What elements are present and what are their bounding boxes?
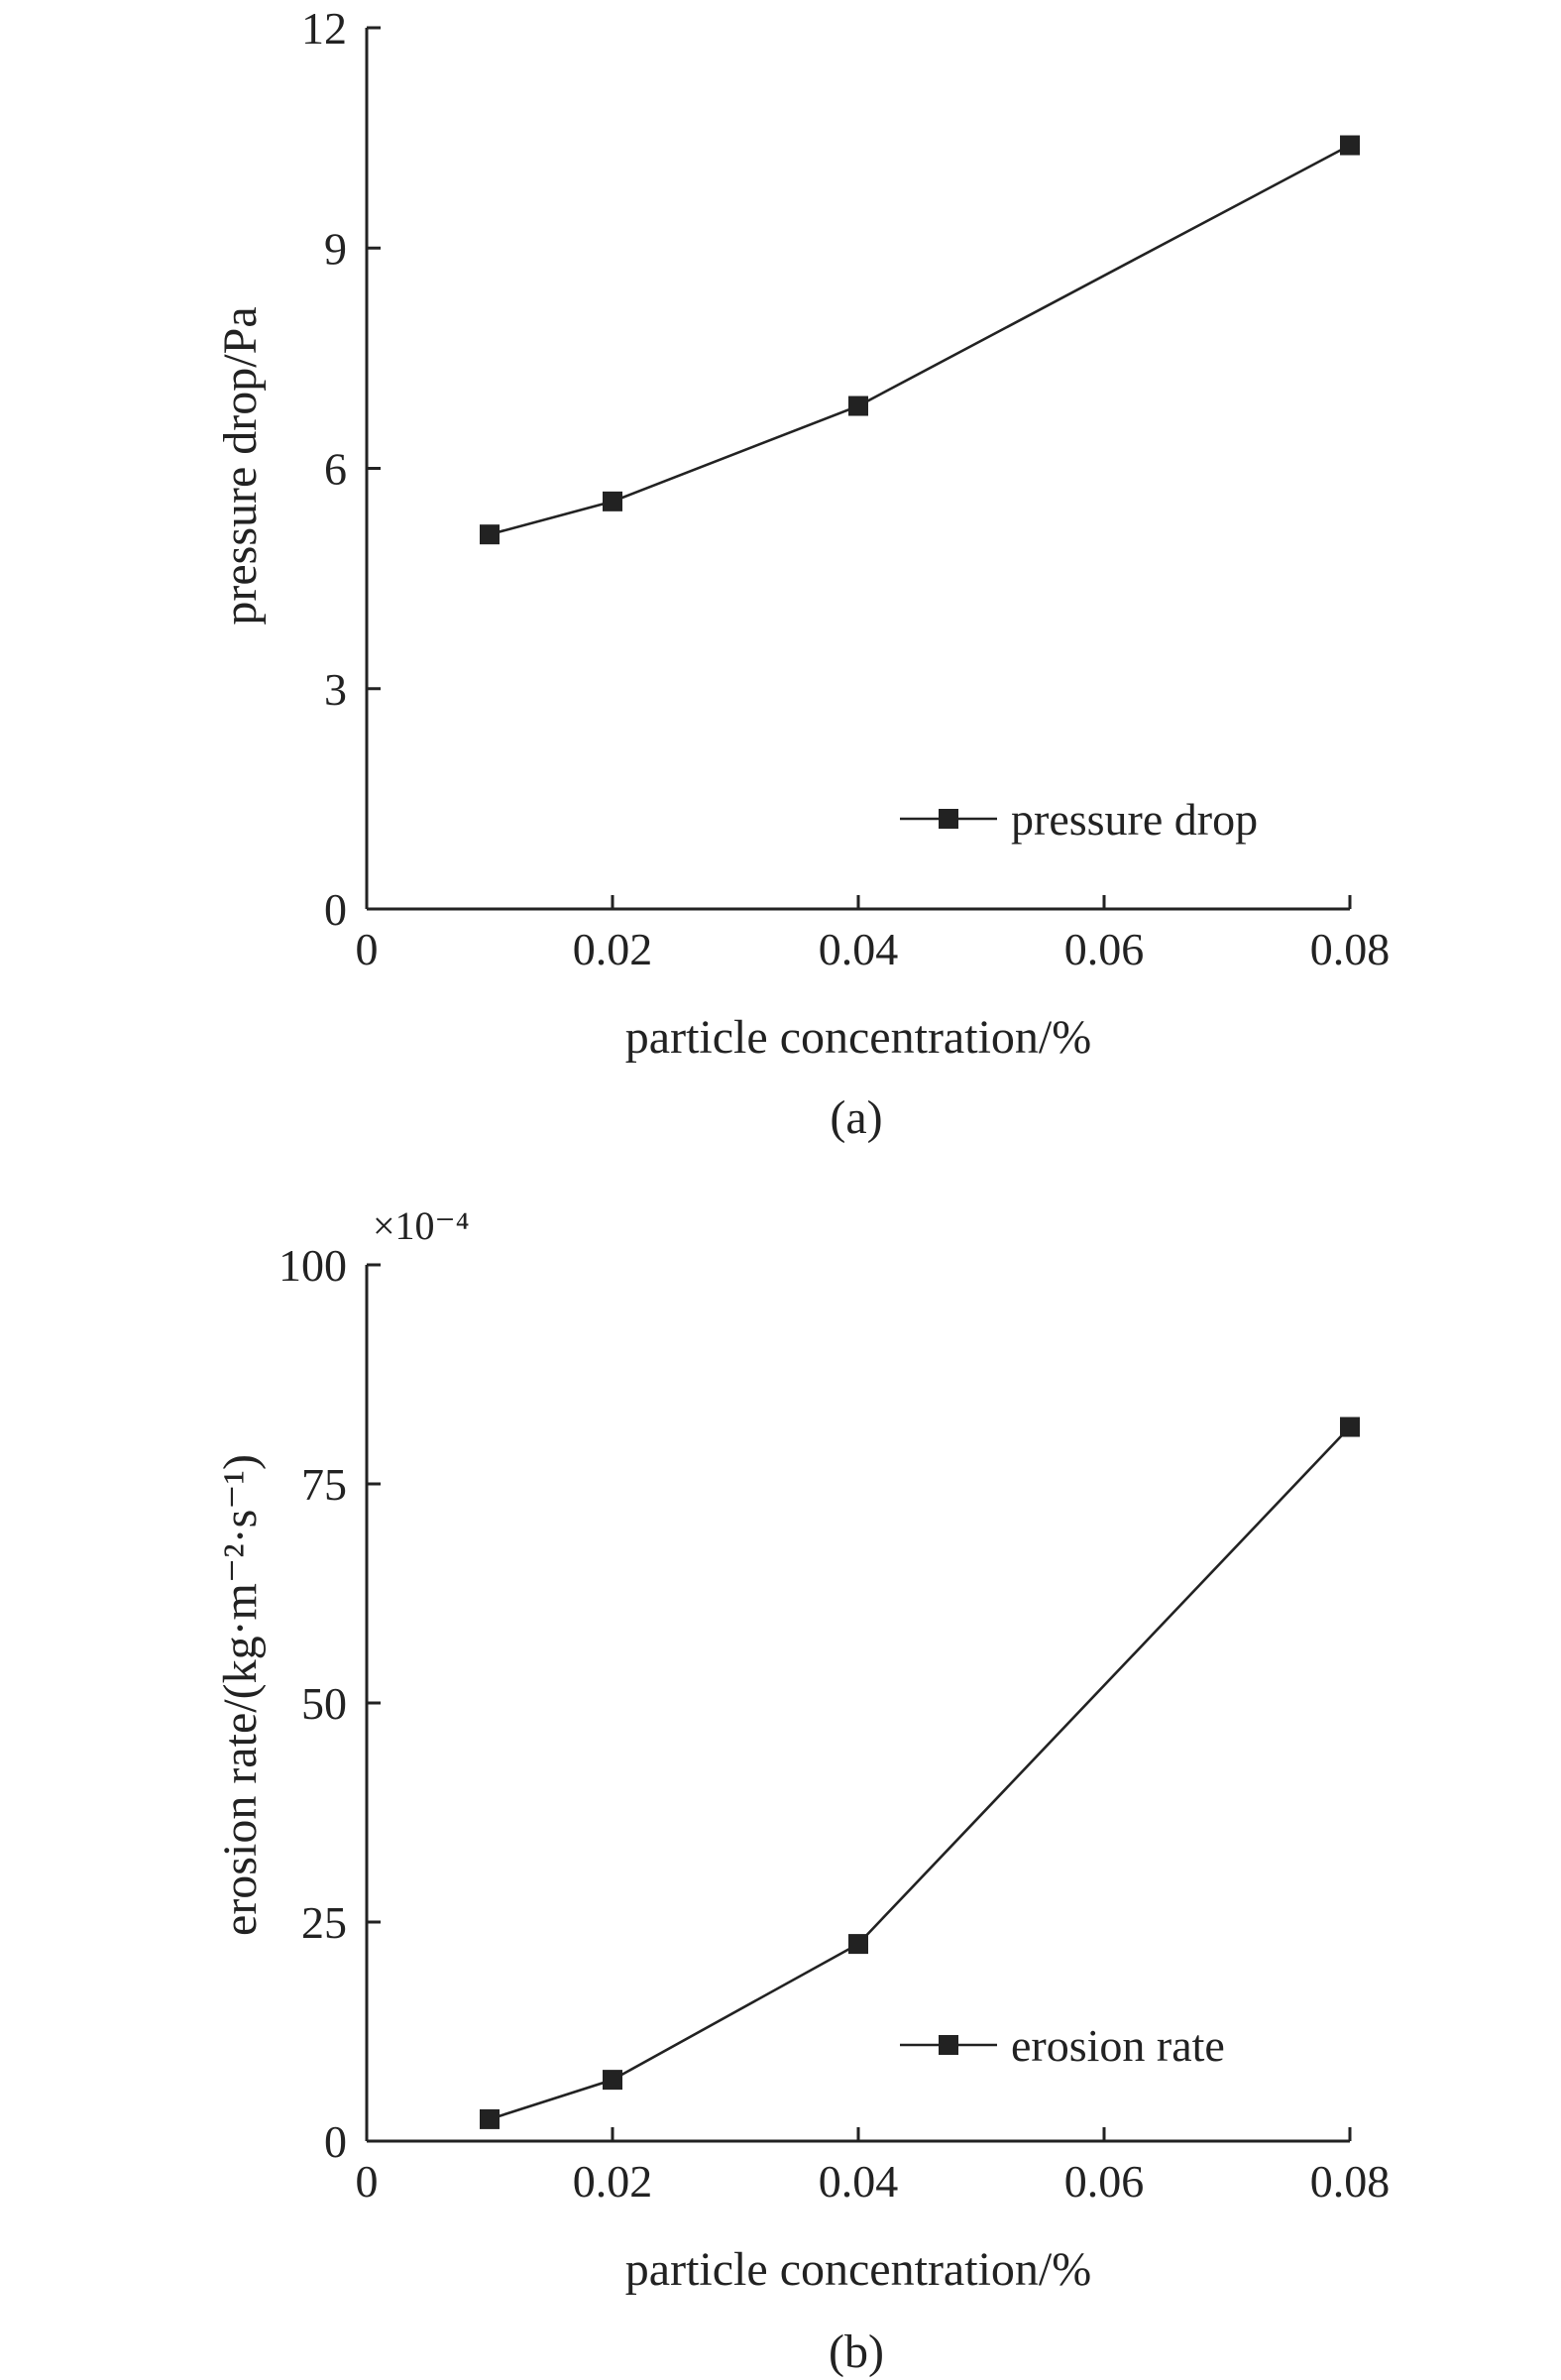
x-tick-label: 0.04 (819, 924, 899, 974)
y-tick-label: 0 (324, 2116, 347, 2167)
x-tick-label: 0 (356, 924, 379, 974)
data-point (1340, 1417, 1360, 1437)
legend-label: erosion rate (1011, 2020, 1225, 2071)
y-tick-label: 0 (324, 884, 347, 935)
panel-label-b: (b) (829, 2325, 884, 2378)
legend-marker (939, 2035, 958, 2055)
data-point (848, 1934, 868, 1955)
x-tick-label: 0.02 (573, 924, 653, 974)
y-tick-label: 3 (324, 664, 347, 715)
tick-marks (365, 1263, 1352, 2143)
data-point (848, 396, 868, 416)
x-tick-label: 0.08 (1310, 2156, 1391, 2207)
y-tick-label: 6 (324, 444, 347, 495)
x-tick-labels: 0 0.02 0.04 0.06 0.08 (356, 2156, 1391, 2207)
y-tick-labels: 0 3 6 9 12 (301, 3, 347, 935)
tick-marks (365, 26, 1352, 911)
x-tick-label: 0.06 (1064, 2156, 1145, 2207)
x-tick-label: 0 (356, 2156, 379, 2207)
series-layer (480, 1417, 1360, 2129)
panel-label-a: (a) (830, 1091, 882, 1144)
data-point (480, 524, 500, 545)
series-line (489, 144, 1351, 536)
y-axis-multiplier: ×10⁻⁴ (373, 1203, 470, 1248)
legend: erosion rate (900, 2020, 1225, 2071)
x-tick-label: 0.02 (573, 2156, 653, 2207)
legend-label: pressure drop (1011, 794, 1258, 845)
y-tick-label: 25 (301, 1897, 347, 1948)
y-tick-label: 9 (324, 223, 347, 274)
x-axis-title: particle concentration/% (625, 1011, 1091, 1064)
x-axis-title: particle concentration/% (625, 2243, 1091, 2296)
series-layer (480, 135, 1360, 545)
series-line (489, 1425, 1351, 2121)
data-point (1340, 135, 1360, 156)
y-axis-title: erosion rate/(kg·m⁻²·s⁻¹) (214, 1454, 267, 1936)
y-tick-label: 100 (279, 1240, 347, 1291)
x-tick-labels: 0 0.02 0.04 0.06 0.08 (356, 924, 1391, 974)
x-tick-label: 0.04 (819, 2156, 899, 2207)
pressure-drop-chart: 0 3 6 9 12 0 0.02 0.04 0.06 0.08 pressure drop p… (214, 3, 1390, 1144)
data-point (480, 2108, 500, 2129)
data-point (603, 491, 622, 511)
y-tick-label: 12 (301, 3, 347, 54)
y-tick-label: 75 (301, 1459, 347, 1510)
data-point (603, 2070, 622, 2091)
x-tick-label: 0.08 (1310, 924, 1391, 974)
x-tick-label: 0.06 (1064, 924, 1145, 974)
legend: pressure drop (900, 794, 1258, 845)
erosion-rate-chart: 0 25 50 75 100 0 0.02 0.04 0.06 0.08 ×10⁻⁴ erosi… (214, 1203, 1390, 2378)
legend-marker (939, 809, 958, 829)
y-tick-labels: 0 25 50 75 100 (279, 1240, 347, 2167)
y-tick-label: 50 (301, 1678, 347, 1729)
y-axis-title: pressure drop/Pa (214, 306, 267, 624)
